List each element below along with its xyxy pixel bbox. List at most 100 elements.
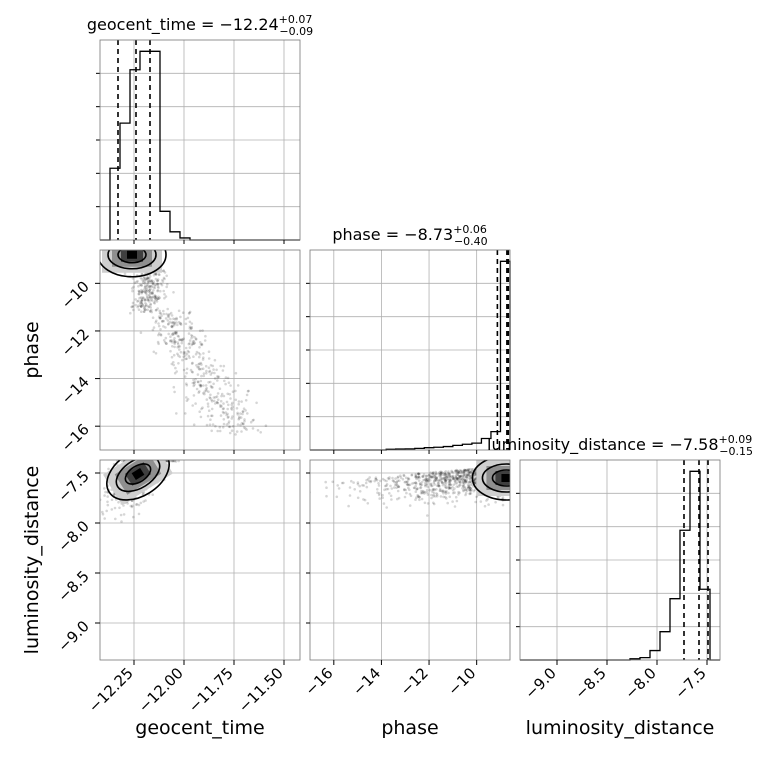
scatter-point [140,302,143,305]
scatter-point [166,283,169,286]
scatter-point [453,477,456,480]
scatter-point [172,291,175,294]
scatter-point [464,479,468,482]
scatter-point [206,405,210,408]
scatter-point [131,504,134,508]
scatter-point [444,486,448,490]
scatter-point [246,412,249,415]
scatter-point [457,471,461,475]
scatter-point [144,308,147,312]
scatter-point [153,286,157,290]
scatter-point [198,353,202,356]
scatter-point [439,470,442,474]
scatter-point [245,393,249,397]
scatter-point [210,398,213,402]
scatter-point [148,290,152,294]
scatter-point [467,484,471,488]
scatter-point [415,488,419,491]
scatter-point [463,480,467,483]
scatter-point [231,425,235,428]
scatter-point [376,491,379,495]
scatter-point [202,352,205,355]
scatter-point [378,492,381,495]
scatter-point [459,474,463,478]
scatter-point [426,479,430,483]
scatter-point [173,337,176,340]
scatter-point [432,481,436,485]
scatter-point [441,490,444,494]
scatter-point [147,277,150,280]
scatter-point [469,470,472,474]
scatter-point [182,337,185,341]
scatter-point [421,491,424,494]
scatter-point [448,474,452,478]
y-axis-luminosity_distance: −9.0 −8.5 −8.0 −7.5 luminosity_distance [21,466,100,656]
scatter-point [242,422,245,426]
scatter-point [140,284,143,287]
scatter-point [426,493,430,496]
scatter-point [458,475,462,478]
scatter-point [195,387,199,391]
scatter-point [106,500,109,504]
scatter-point [462,489,465,493]
scatter-point [148,310,152,313]
scatter-point [269,489,272,492]
scatter-point [174,332,178,335]
scatter-point [388,492,391,495]
scatter-point [103,494,106,497]
scatter-point [145,294,149,297]
scatter-point [456,473,460,477]
panel-hist-geocent_time: geocent_time = −12.24+0.07 −0.09 [87,13,313,241]
scatter-point [176,334,180,338]
scatter-point [154,297,157,301]
scatter-point [444,495,447,499]
scatter-point [191,404,194,407]
scatter-point [424,479,428,483]
scatter-point [244,399,248,402]
scatter-point [385,484,388,488]
scatter-point [335,495,339,499]
contour-line [115,460,161,493]
scatter-point [198,368,201,371]
scatter-point [448,480,451,484]
scatter-point [187,342,191,346]
scatter-point [182,350,186,354]
scatter-point [143,276,146,279]
scatter-point [441,489,444,493]
scatter-point [462,483,466,486]
scatter-point [442,489,445,493]
scatter-point [154,321,157,324]
scatter-point [139,305,143,308]
scatter-point [462,484,465,488]
scatter-point [155,300,159,303]
scatter-point [144,290,147,293]
scatter-point [463,470,466,473]
scatter-point [467,481,471,484]
scatter-point [385,506,389,509]
scatter-point [390,498,393,501]
scatter-point [433,477,437,480]
scatter-point [143,282,147,285]
scatter-point [157,297,160,301]
y-axis-phase: −16 −14 −12 −10 phase [21,277,100,455]
scatter-point [425,479,429,482]
scatter-point [147,293,151,297]
scatter-point [213,358,217,362]
scatter-point [149,287,152,291]
scatter-point [421,491,424,495]
scatter-point [449,476,452,479]
scatter-point [421,489,425,493]
scatter-point [193,383,196,386]
scatter-point [216,375,219,378]
scatter-point [457,490,460,494]
scatter-point [148,284,151,288]
scatter-point [165,342,168,345]
scatter-point [198,383,201,387]
scatter-point [408,488,411,492]
scatter-point [451,486,454,489]
y-tick-label: −7.5 [54,467,92,505]
scatter-point [435,476,438,479]
scatter-point [377,484,381,487]
scatter-point [216,376,220,379]
scatter-point [175,316,178,320]
